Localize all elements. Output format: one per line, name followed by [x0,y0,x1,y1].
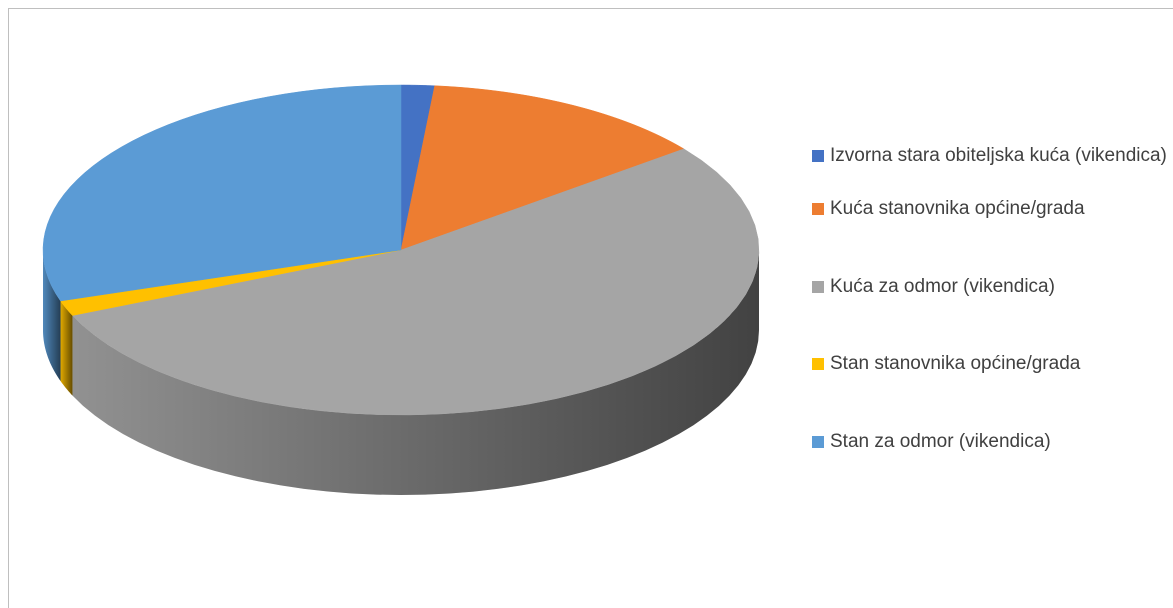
page: {"chart_data": {"type": "pie", "three_d"… [8,8,1173,608]
legend-label: Stan stanovnika općine/grada [830,353,1081,374]
legend-swatch [812,358,824,370]
legend-swatch [812,203,824,215]
legend-item: Kuća stanovnika općine/grada [812,195,1172,222]
chart [42,84,760,495]
legend-swatch [812,436,824,448]
pie-side-shade [43,250,61,381]
legend-item: Stan za odmor (vikendica) [812,428,1172,455]
pie-slice [60,249,402,316]
legend-label: Kuća stanovnika općine/grada [830,198,1085,219]
legend-item: Stan stanovnika općine/grada [812,350,1172,377]
chart-frame [8,8,1173,608]
legend-item: Izvorna stara obiteljska kuća (vikendica… [812,142,1172,169]
pie-side-shade [60,300,73,396]
legend-label: Izvorna stara obiteljska kuća (vikendica… [830,145,1167,166]
pie-side-shade [72,250,759,495]
pie-slice [42,84,402,302]
legend-item: Kuća za odmor (vikendica) [812,273,1172,300]
pie-slice [400,85,685,251]
legend-label: Stan za odmor (vikendica) [830,431,1051,452]
legend-swatch [812,281,824,293]
legend-label: Kuća za odmor (vikendica) [830,276,1055,297]
pie-slice [71,148,760,416]
legend-swatch [812,150,824,162]
